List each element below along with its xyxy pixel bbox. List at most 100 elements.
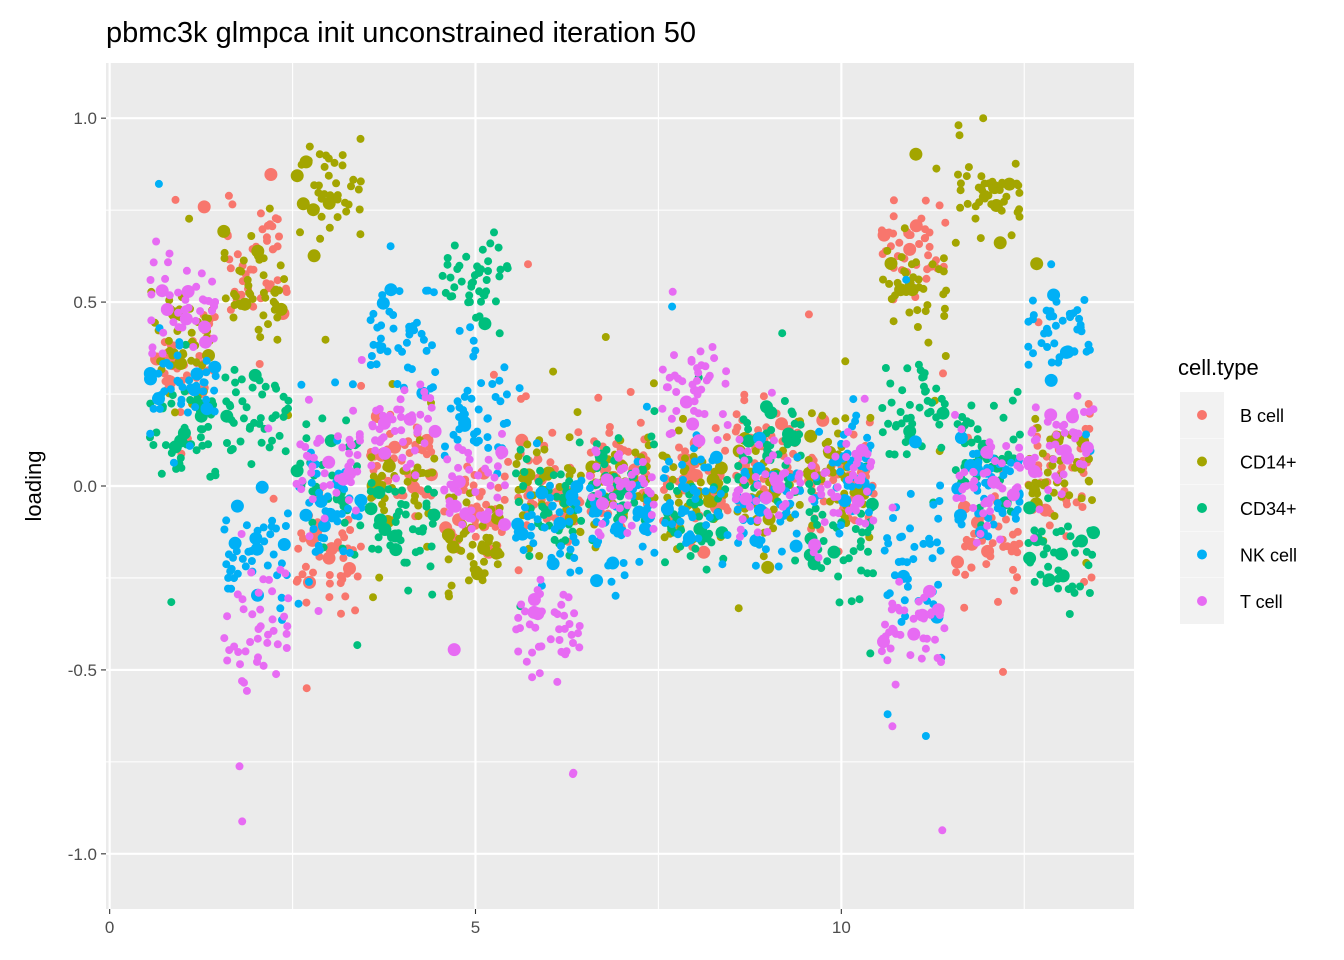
data-point — [262, 233, 271, 242]
data-point — [240, 678, 248, 687]
data-point — [909, 555, 918, 564]
data-point — [769, 524, 778, 533]
data-point — [474, 405, 483, 414]
data-point — [994, 597, 1002, 606]
data-point — [331, 378, 340, 387]
data-point — [921, 225, 930, 234]
data-point — [484, 455, 493, 464]
data-point — [472, 438, 481, 447]
data-point — [340, 518, 349, 527]
data-point — [536, 466, 545, 475]
data-point — [1048, 461, 1057, 470]
data-point — [390, 443, 398, 452]
data-point — [500, 472, 509, 481]
data-point — [675, 443, 683, 452]
data-point — [549, 367, 558, 376]
data-point — [235, 762, 244, 771]
data-point — [973, 449, 981, 458]
data-point — [693, 364, 702, 373]
data-point — [187, 383, 201, 397]
data-point — [199, 378, 208, 387]
data-point — [468, 540, 477, 549]
data-point — [475, 312, 484, 321]
data-point — [734, 604, 743, 613]
data-point — [266, 220, 274, 229]
data-point — [1010, 540, 1018, 549]
legend-label: CD14+ — [1240, 453, 1297, 473]
data-point — [829, 521, 837, 530]
data-point — [187, 328, 196, 337]
data-point — [926, 539, 935, 548]
data-point — [226, 402, 235, 411]
data-point — [247, 568, 256, 577]
data-point — [1037, 527, 1046, 536]
data-point — [251, 244, 265, 258]
data-point — [280, 612, 289, 621]
data-point — [322, 196, 336, 210]
data-point — [521, 503, 529, 512]
data-point — [692, 434, 706, 448]
data-point — [566, 568, 575, 577]
data-point — [1082, 430, 1090, 439]
data-point — [819, 497, 828, 506]
data-point — [161, 441, 170, 450]
data-point — [668, 475, 677, 484]
data-point — [887, 295, 896, 303]
data-point — [349, 406, 358, 415]
data-point — [422, 286, 431, 295]
data-point — [915, 283, 924, 292]
data-point — [277, 593, 286, 602]
data-point — [210, 386, 219, 395]
data-point — [314, 607, 323, 615]
data-point — [256, 209, 265, 218]
data-point — [681, 447, 690, 456]
data-point — [954, 121, 963, 130]
data-point — [454, 463, 463, 472]
data-point — [743, 447, 752, 456]
data-point — [527, 605, 541, 619]
data-point — [552, 492, 561, 501]
data-point — [1066, 410, 1079, 424]
data-point — [446, 273, 455, 282]
data-point — [844, 475, 853, 484]
data-point — [280, 275, 289, 284]
data-point — [734, 462, 743, 470]
data-point — [813, 520, 822, 529]
data-point — [239, 605, 248, 614]
data-point — [1061, 345, 1075, 359]
data-point — [740, 390, 749, 399]
data-point — [258, 390, 267, 399]
data-point — [204, 422, 213, 431]
data-point — [940, 312, 949, 320]
data-point — [742, 434, 756, 448]
legend-label: T cell — [1240, 592, 1283, 612]
data-point — [586, 484, 594, 493]
data-point — [1050, 548, 1058, 557]
data-point — [902, 275, 911, 284]
data-point — [254, 325, 263, 334]
data-point — [241, 562, 250, 571]
data-point — [536, 575, 545, 584]
data-point — [347, 182, 355, 191]
data-point — [282, 629, 291, 638]
data-point — [770, 478, 779, 487]
data-point — [424, 414, 432, 423]
data-point — [1007, 231, 1016, 240]
data-point — [273, 335, 282, 344]
data-point — [264, 168, 278, 181]
data-point — [620, 571, 629, 580]
data-point — [496, 451, 505, 460]
data-point — [937, 658, 945, 666]
data-point — [682, 538, 691, 547]
data-point — [175, 338, 184, 347]
data-point — [997, 180, 1006, 189]
data-point — [897, 253, 906, 262]
data-point — [553, 677, 562, 686]
data-point — [667, 429, 676, 437]
data-point — [701, 362, 710, 371]
data-point — [548, 502, 557, 511]
data-point — [333, 195, 342, 204]
data-point — [298, 476, 307, 485]
data-point — [761, 470, 770, 479]
data-point — [1068, 582, 1077, 591]
